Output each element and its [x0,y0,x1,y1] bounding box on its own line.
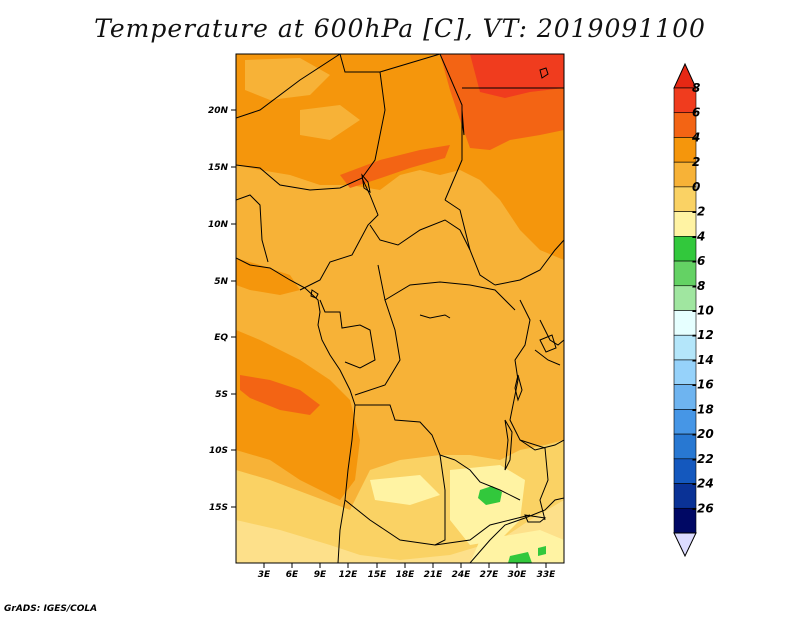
border-rwanda [534,349,561,366]
lake-tanganyika [504,419,513,471]
lon-label-9e: 9E [314,570,327,580]
map-frame [235,53,565,564]
temperature-field [236,54,564,563]
colorbar-labels: 8 6 4 2 0 -2 -4 -6 -8 -10 -12 -14 -16 -18 -20 -22 -24 -26 [691,81,714,515]
colorbar-label: -2 [692,205,705,219]
lon-label-24e: 24E [452,570,472,580]
border-chad-sudan-south [444,199,471,251]
border-angola-namibia [344,499,531,546]
border-drc-east [509,299,546,449]
field-minus2-to-0-angola [370,475,440,505]
lon-label-12e: 12E [339,570,359,580]
colorbar-label: -24 [692,477,714,491]
lat-label-20n: 20N [208,106,229,116]
colorbar-segments [673,87,697,534]
lon-label-30e: 30E [508,570,528,580]
lon-label-18e: 18E [396,570,416,580]
lat-label-15n: 15N [208,163,229,173]
river-congo [419,314,451,319]
field-6-to-8-west-coast [240,375,320,415]
border-car-chad [369,219,496,286]
border-sudan-ss [494,239,564,286]
longitude-axis: 3E 6E 9E 12E 15E 18E 21E 24E 27E 30E 33E [258,563,556,580]
border-niger-chad [361,71,386,179]
field-minus4-patch-se [538,546,546,556]
border-gabon-congo [319,299,376,369]
border-tanzania-zambia [519,439,564,451]
border-malawi [539,447,549,521]
lat-label-10n: 10N [208,220,229,230]
border-libya-niger [339,54,441,73]
field-pocket-nw [245,58,330,100]
lake-kariba [524,514,547,523]
colorbar: 8 6 4 2 0 -2 -4 -6 -8 -10 -12 -14 -16 -18 -20 -22 -24 -26 [673,62,714,558]
field-4-to-6-gulf [236,258,300,295]
map-title: Temperature at 600hPa [C], VT: 201909110… [94,14,706,43]
border-angola-zambia [434,454,446,546]
colorbar-label: -14 [692,353,714,367]
colorbar-label: -10 [692,304,714,318]
colorbar-label: -26 [692,501,714,515]
lat-label-5n: 5N [214,277,228,287]
field-minus4-patch-south [508,552,532,563]
field-pocket-north-central [300,105,360,140]
lat-label-eq: EQ [214,333,228,343]
lon-label-6e: 6E [286,570,299,580]
colorbar-label: 4 [691,130,700,144]
colorbar-label: 0 [692,180,700,194]
lat-label-15s: 15S [209,503,228,513]
field-4-to-6-west-coast [236,330,360,500]
lat-label-5s: 5S [215,390,228,400]
grads-credit: GrADS: IGES/COLA [4,604,98,614]
lake-kivu [514,374,523,402]
lon-label-27e: 27E [480,570,500,580]
colorbar-label: 2 [692,155,700,169]
field-minus4-patch-zambia [478,486,502,505]
colorbar-label: -12 [692,328,714,342]
colorbar-label: -18 [692,402,714,416]
colorbar-label: -8 [692,279,705,293]
lon-label-21e: 21E [424,570,444,580]
field-6-to-8-streak [340,145,450,188]
colorbar-label: -22 [692,452,714,466]
colorbar-label: -6 [692,254,705,268]
island-bioko [310,289,319,299]
border-congo-drc [354,299,401,396]
lat-label-10s: 10S [209,446,228,456]
colorbar-label: -16 [692,378,714,392]
country-borders [236,54,564,563]
border-nigeria-cameroon [299,194,379,291]
colorbar-label: -20 [692,427,714,441]
colorbar-label: -4 [692,229,705,243]
colorbar-bottom-triangle [673,532,697,558]
lon-label-33e: 33E [537,570,557,580]
latitude-axis: 20N 15N 10N 5N EQ 5S 10S 15S [208,106,236,513]
lake-chad [361,173,371,194]
field-above-8-ne [470,54,564,98]
border-zambia-zimbabwe [469,497,564,563]
border-algeria-niger [236,54,341,119]
lake-victoria [539,334,557,353]
lon-label-3e: 3E [258,570,271,580]
nile-delta [539,67,549,79]
border-drc-zambia [454,459,521,501]
lon-label-15e: 15E [368,570,388,580]
colorbar-label: 8 [692,81,700,95]
border-benin-nigeria [236,194,269,263]
coastline-west [236,257,356,563]
colorbar-label: 6 [692,106,700,120]
border-chad-sudan [444,112,463,201]
